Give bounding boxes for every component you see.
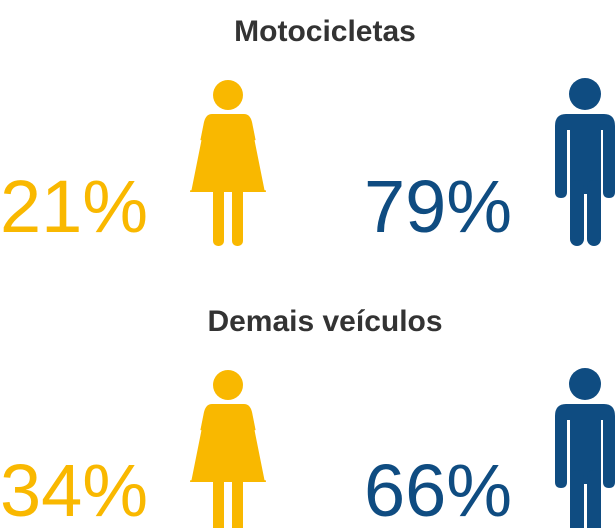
panel-title: Motocicletas [234, 15, 416, 48]
man-icon [555, 78, 615, 246]
panel: Motocicletas 21% 79% [0, 15, 615, 248]
percentage: 66% [364, 449, 512, 528]
woman-icon [188, 78, 268, 248]
percentage: 79% [364, 165, 512, 248]
percentage: 21% [0, 165, 148, 248]
percentage: 34% [0, 449, 148, 528]
woman-icon [188, 368, 268, 528]
man-icon [555, 368, 615, 528]
panel: Demais veículos 34% 66% [0, 305, 615, 528]
panel-title: Demais veículos [207, 305, 442, 338]
